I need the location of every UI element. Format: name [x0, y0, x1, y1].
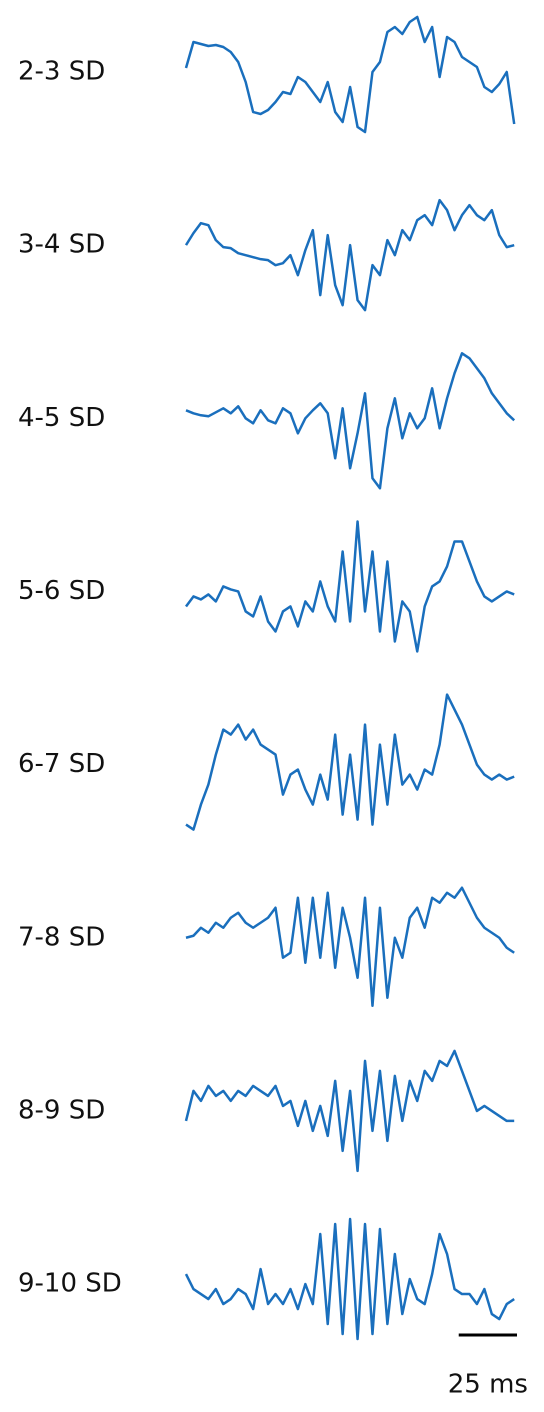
trace — [184, 1217, 515, 1341]
series-label: 3-4 SD — [18, 230, 105, 260]
series-label: 4-5 SD — [18, 403, 105, 433]
series-label: 6-7 SD — [18, 749, 105, 779]
trace — [185, 352, 516, 490]
series-label: 2-3 SD — [18, 57, 105, 87]
scale-bar-label: 25 ms — [448, 1370, 528, 1400]
series-label: 7-8 SD — [18, 922, 105, 952]
series-label: 5-6 SD — [18, 576, 105, 606]
series-label: 9-10 SD — [18, 1269, 122, 1299]
trace — [184, 198, 515, 312]
trace — [184, 520, 515, 653]
trace — [185, 693, 515, 831]
trace — [184, 15, 516, 134]
trace — [185, 886, 515, 1007]
series-label: 8-9 SD — [18, 1095, 105, 1125]
trace — [184, 1049, 515, 1173]
